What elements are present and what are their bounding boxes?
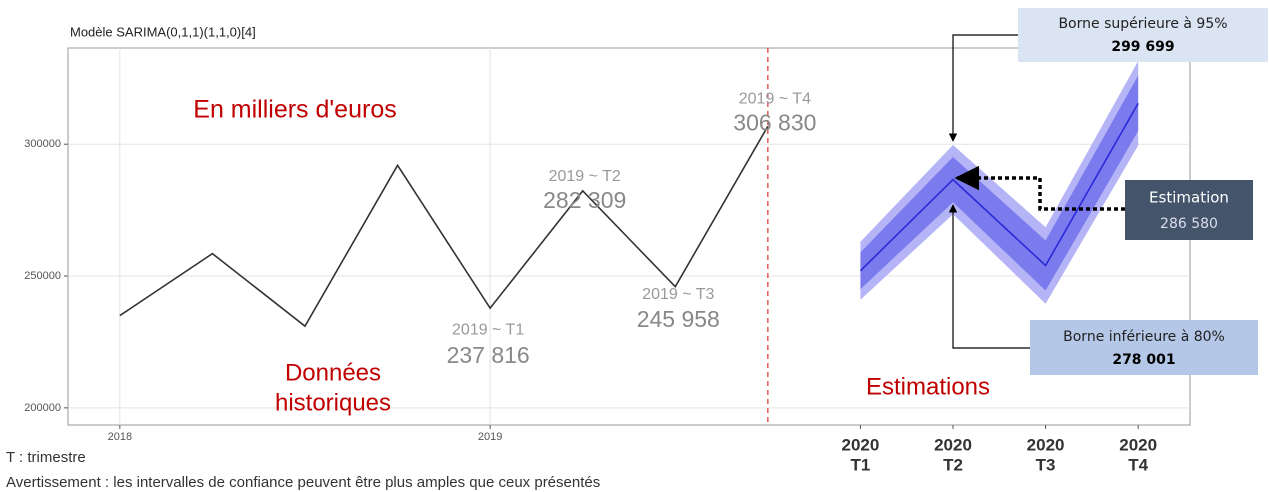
x-tick-label: 2020: [1119, 435, 1157, 454]
chart-title: Modèle SARIMA(0,1,1)(1,1,0)[4]: [70, 24, 256, 39]
callout-title: Estimation: [1149, 189, 1229, 207]
x-tick-label: 2020: [934, 435, 972, 454]
x-tick-label: 2019: [478, 431, 502, 443]
section-label: Données: [285, 359, 381, 386]
callout-arrow: [954, 165, 1125, 211]
y-tick-label: 300000: [24, 138, 61, 150]
callout-value: 278 001: [1112, 352, 1175, 368]
section-label: historiques: [275, 389, 391, 416]
callout-value: 299 699: [1111, 39, 1174, 55]
section-label: Estimations: [866, 373, 990, 400]
series-line: [119, 125, 769, 328]
data-label: 237 816: [447, 342, 530, 368]
x-tick-label: 2018: [108, 431, 132, 443]
point-label: 2019 ~ T1: [452, 321, 524, 338]
data-label: 282 309: [543, 187, 626, 213]
footnote: T : trimestre: [6, 449, 86, 466]
unit-note: En milliers d'euros: [193, 96, 396, 124]
x-tick-label: 2020: [1027, 435, 1065, 454]
x-tick-label: 2020: [842, 435, 880, 454]
footnote: Avertissement : les intervalles de confi…: [6, 474, 600, 491]
y-tick-label: 250000: [24, 270, 61, 282]
callout-box: [1030, 320, 1258, 375]
callout-arrow: [948, 34, 1018, 142]
data-label: 306 830: [733, 109, 816, 135]
confidence-band: [860, 75, 1139, 291]
callout-box: [1125, 180, 1253, 240]
y-tick-label: 200000: [24, 402, 61, 414]
callout-arrow: [948, 204, 1030, 349]
callout-box: [1018, 8, 1268, 62]
x-tick-label: T1: [851, 455, 871, 474]
point-label: 2019 ~ T3: [642, 286, 714, 303]
x-tick-label: T4: [1128, 455, 1148, 474]
x-tick-label: T3: [1036, 455, 1056, 474]
point-label: 2019 ~ T4: [739, 90, 811, 107]
x-tick-label: T2: [943, 455, 963, 474]
point-label: 2019 ~ T2: [549, 168, 621, 185]
callout-title: Borne supérieure à 95%: [1058, 16, 1227, 32]
series-line: [859, 102, 1139, 272]
callout-title: Borne inférieure à 80%: [1063, 329, 1225, 345]
callout-value: 286 580: [1160, 216, 1218, 232]
data-label: 245 958: [637, 306, 720, 332]
